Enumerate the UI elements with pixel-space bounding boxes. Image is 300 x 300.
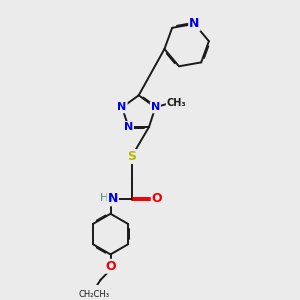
Text: S: S [127, 150, 136, 163]
Text: O: O [152, 192, 162, 205]
Text: N: N [151, 102, 160, 112]
Text: O: O [105, 260, 116, 273]
Text: CH₃: CH₃ [167, 98, 186, 108]
Text: H: H [100, 193, 109, 203]
Text: N: N [118, 102, 127, 112]
Text: N: N [124, 122, 133, 132]
Text: N: N [189, 17, 200, 30]
Text: CH₂CH₃: CH₂CH₃ [78, 290, 109, 299]
Text: N: N [108, 192, 118, 205]
